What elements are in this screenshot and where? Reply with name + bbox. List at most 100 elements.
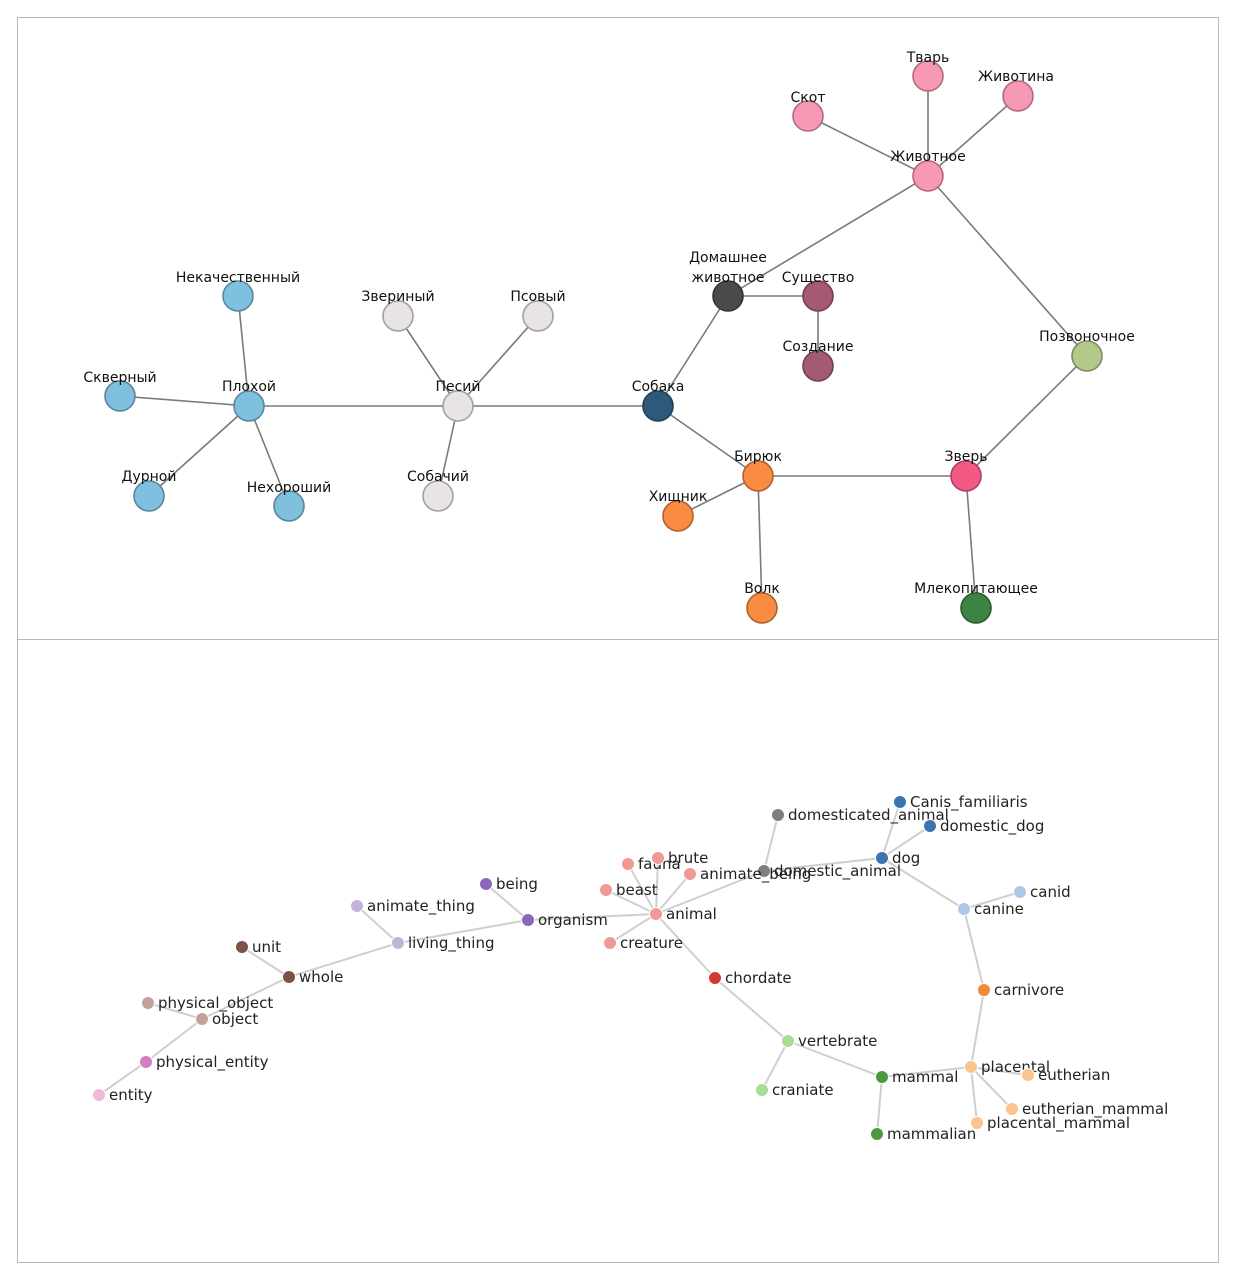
node-circle[interactable]	[875, 851, 889, 865]
node-circle[interactable]	[1071, 340, 1103, 372]
node-плохой[interactable]: Плохой	[222, 379, 276, 422]
node-circle[interactable]	[422, 480, 454, 512]
node-circle[interactable]	[235, 940, 249, 954]
node-circle[interactable]	[391, 936, 405, 950]
node-circle[interactable]	[960, 592, 992, 624]
node-circle[interactable]	[977, 983, 991, 997]
node-canis-familiaris[interactable]: Canis_familiaris	[893, 793, 1028, 812]
node-creature[interactable]: creature	[603, 934, 683, 952]
node-unit[interactable]: unit	[235, 938, 282, 956]
node-physical-object[interactable]: physical_object	[141, 994, 274, 1013]
node-дурной[interactable]: Дурной	[122, 469, 177, 512]
node-circle[interactable]	[651, 851, 665, 865]
node-скот[interactable]: Скот	[791, 90, 826, 132]
node-circle[interactable]	[957, 902, 971, 916]
node-being[interactable]: being	[479, 875, 538, 893]
node-нехороший[interactable]: Нехороший	[247, 480, 331, 522]
node-eutherian-mammal[interactable]: eutherian_mammal	[1005, 1100, 1169, 1119]
node-craniate[interactable]: craniate	[755, 1081, 834, 1099]
node-circle[interactable]	[870, 1127, 884, 1141]
node-песий[interactable]: Песий	[435, 379, 481, 422]
node-circle[interactable]	[603, 936, 617, 950]
node-circle[interactable]	[757, 864, 771, 878]
node-entity[interactable]: entity	[92, 1086, 153, 1104]
node-circle[interactable]	[875, 1070, 889, 1084]
node-object[interactable]: object	[195, 1010, 259, 1028]
node-placental-mammal[interactable]: placental_mammal	[970, 1114, 1131, 1133]
node-mammal[interactable]: mammal	[875, 1068, 959, 1086]
node-dog[interactable]: dog	[875, 849, 921, 867]
node-animate-thing[interactable]: animate_thing	[350, 897, 475, 916]
node-млекопитающее[interactable]: Млекопитающее	[914, 581, 1038, 624]
node-circle[interactable]	[222, 280, 254, 312]
node-circle[interactable]	[1021, 1068, 1035, 1082]
node-circle[interactable]	[742, 460, 774, 492]
node-whole[interactable]: whole	[282, 968, 344, 986]
node-circle[interactable]	[273, 490, 305, 522]
node-circle[interactable]	[970, 1116, 984, 1130]
node-circle[interactable]	[1005, 1102, 1019, 1116]
node-circle[interactable]	[746, 592, 778, 624]
node-circle[interactable]	[1013, 885, 1027, 899]
node-animate-being[interactable]: animate_being	[683, 865, 812, 884]
node-vertebrate[interactable]: vertebrate	[781, 1032, 878, 1050]
node-собачий[interactable]: Собачий	[407, 469, 469, 512]
node-circle[interactable]	[104, 380, 136, 412]
node-circle[interactable]	[1002, 80, 1034, 112]
node-хищник[interactable]: Хищник	[649, 489, 708, 532]
node-circle[interactable]	[282, 970, 296, 984]
node-circle[interactable]	[950, 460, 982, 492]
node-circle[interactable]	[755, 1083, 769, 1097]
node-organism[interactable]: organism	[521, 911, 608, 929]
node-circle[interactable]	[350, 899, 364, 913]
node-circle[interactable]	[642, 390, 674, 422]
node-создание[interactable]: Создание	[783, 339, 854, 382]
node-brute[interactable]: brute	[651, 849, 709, 867]
node-волк[interactable]: Волк	[744, 581, 780, 624]
node-circle[interactable]	[893, 795, 907, 809]
node-тварь[interactable]: Тварь	[906, 50, 950, 92]
node-бирюк[interactable]: Бирюк	[734, 449, 782, 492]
node-domesticated-animal[interactable]: domesticated_animal	[771, 806, 949, 825]
node-circle[interactable]	[802, 350, 834, 382]
node-circle[interactable]	[708, 971, 722, 985]
node-circle[interactable]	[792, 100, 824, 132]
node-некачественный[interactable]: Некачественный	[176, 270, 300, 312]
node-зверь[interactable]: Зверь	[945, 449, 988, 492]
node-существо[interactable]: Существо	[782, 270, 855, 312]
node-domestic-dog[interactable]: domestic_dog	[923, 817, 1045, 836]
node-circle[interactable]	[802, 280, 834, 312]
node-животное[interactable]: Животное	[890, 149, 966, 192]
node-chordate[interactable]: chordate	[708, 969, 792, 987]
node-physical-entity[interactable]: physical_entity	[139, 1053, 269, 1072]
node-псовый[interactable]: Псовый	[510, 289, 566, 332]
node-скверный[interactable]: Скверный	[83, 370, 157, 412]
node-circle[interactable]	[141, 996, 155, 1010]
node-circle[interactable]	[621, 857, 635, 871]
node-beast[interactable]: beast	[599, 881, 658, 899]
node-circle[interactable]	[382, 300, 414, 332]
node-circle[interactable]	[522, 300, 554, 332]
node-позвоночное[interactable]: Позвоночное	[1039, 329, 1135, 372]
node-eutherian[interactable]: eutherian	[1021, 1066, 1111, 1084]
node-животина[interactable]: Животина	[978, 69, 1054, 112]
node-living-thing[interactable]: living_thing	[391, 934, 495, 953]
node-circle[interactable]	[479, 877, 493, 891]
node-domestic-animal[interactable]: domestic_animal	[757, 862, 902, 881]
node-circle[interactable]	[683, 867, 697, 881]
node-circle[interactable]	[964, 1060, 978, 1074]
node-circle[interactable]	[771, 808, 785, 822]
node-собака[interactable]: Собака	[632, 379, 685, 422]
node-circle[interactable]	[195, 1012, 209, 1026]
node-circle[interactable]	[662, 500, 694, 532]
node-circle[interactable]	[133, 480, 165, 512]
node-circle[interactable]	[92, 1088, 106, 1102]
node-carnivore[interactable]: carnivore	[977, 981, 1065, 999]
node-circle[interactable]	[923, 819, 937, 833]
node-circle[interactable]	[781, 1034, 795, 1048]
node-canine[interactable]: canine	[957, 900, 1024, 918]
node-animal[interactable]: animal	[649, 905, 717, 923]
node-circle[interactable]	[649, 907, 663, 921]
node-домашнее-животное[interactable]: Домашнее животное	[689, 250, 767, 312]
node-circle[interactable]	[599, 883, 613, 897]
